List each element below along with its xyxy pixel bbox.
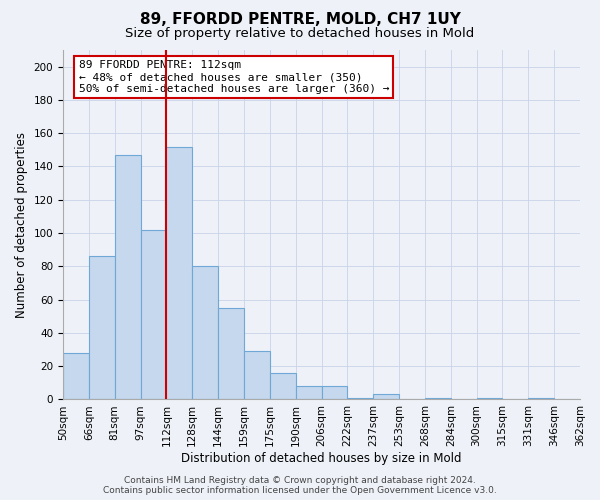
- Bar: [373, 394, 399, 400]
- Y-axis label: Number of detached properties: Number of detached properties: [15, 132, 28, 318]
- Text: Size of property relative to detached houses in Mold: Size of property relative to detached ho…: [125, 28, 475, 40]
- Bar: [296, 386, 322, 400]
- Bar: [166, 146, 192, 400]
- Text: 89, FFORDD PENTRE, MOLD, CH7 1UY: 89, FFORDD PENTRE, MOLD, CH7 1UY: [140, 12, 460, 28]
- Bar: [425, 398, 451, 400]
- Bar: [115, 155, 140, 400]
- Text: 89 FFORDD PENTRE: 112sqm
← 48% of detached houses are smaller (350)
50% of semi-: 89 FFORDD PENTRE: 112sqm ← 48% of detach…: [79, 60, 389, 94]
- Bar: [89, 256, 115, 400]
- Bar: [218, 308, 244, 400]
- Bar: [270, 373, 296, 400]
- Bar: [63, 353, 89, 400]
- Text: Contains HM Land Registry data © Crown copyright and database right 2024.
Contai: Contains HM Land Registry data © Crown c…: [103, 476, 497, 495]
- Bar: [192, 266, 218, 400]
- Bar: [322, 386, 347, 400]
- Bar: [476, 398, 502, 400]
- Bar: [347, 398, 373, 400]
- Bar: [140, 230, 166, 400]
- Bar: [529, 398, 554, 400]
- X-axis label: Distribution of detached houses by size in Mold: Distribution of detached houses by size …: [181, 452, 462, 465]
- Bar: [244, 351, 270, 400]
